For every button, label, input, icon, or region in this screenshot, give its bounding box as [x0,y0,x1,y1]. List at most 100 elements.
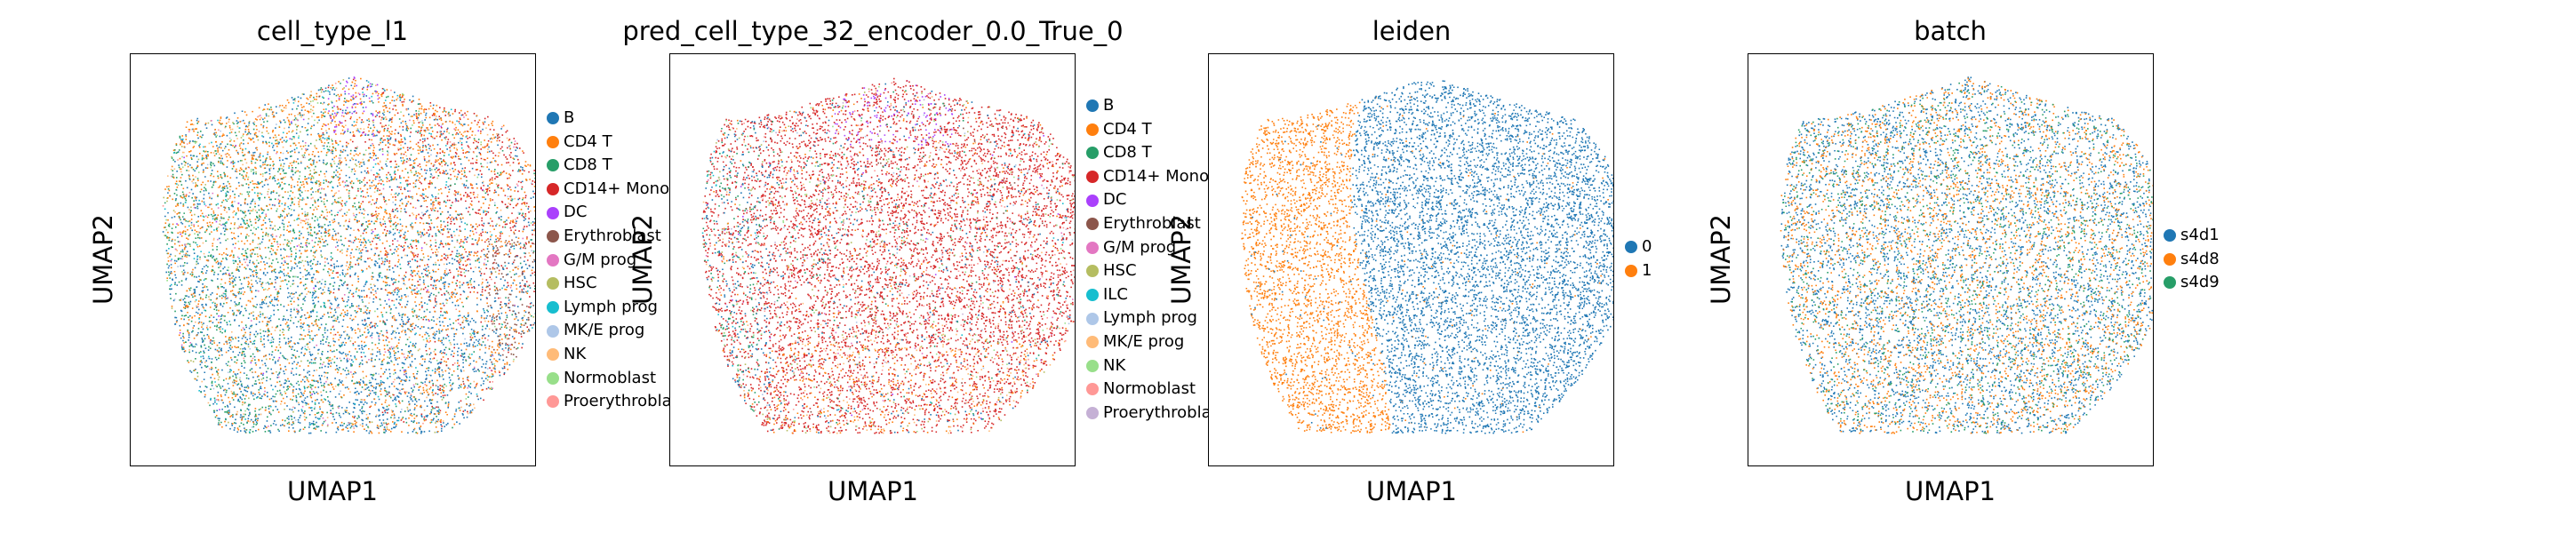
legend-label: NK [564,344,587,363]
legend-label: B [1103,96,1115,115]
legend-item: B [1086,94,1226,118]
legend-marker-icon [1086,218,1099,231]
legend-marker-icon [1086,383,1099,396]
legend-label: NK [1103,355,1126,375]
legend-marker-icon [2164,229,2176,243]
legend-item: ILC [1086,283,1226,307]
legend-label: Normoblast [1103,379,1196,399]
plot-title: pred_cell_type_32_encoder_0.0_True_0 [622,16,1124,46]
scatter-series [702,83,1071,434]
scatter-series [162,83,524,429]
legend-label: s4d9 [2180,273,2220,292]
legend-marker-icon [1086,407,1099,420]
legend-marker-icon [1086,336,1099,349]
legend-item: CD14+ Mono [547,178,686,202]
legend-label: HSC [1103,261,1137,281]
legend-item: 1 [1625,259,1652,283]
legend-item: Lymph prog [547,296,686,320]
legend-item: CD8 T [547,154,686,178]
scatter-series [164,81,535,434]
legend-item: HSC [1086,259,1226,283]
legend-item: Erythroblast [1086,212,1226,236]
legend-item: G/M prog [547,249,686,273]
x-axis-label: UMAP1 [286,476,379,506]
legend-marker-icon [547,206,559,219]
legend-marker-icon [2164,276,2176,290]
legend-label: MK/E prog [1103,331,1185,351]
legend-marker-icon [547,183,559,196]
legend-marker-icon [1086,123,1099,136]
legend-item: CD4 T [547,131,686,155]
legend-item: MK/E prog [547,319,686,343]
legend-label: B [564,108,575,127]
legend-label: s4d8 [2180,249,2220,268]
legend-item: HSC [547,272,686,296]
legend-item: CD4 T [1086,118,1226,142]
legend-item: Normoblast [1086,378,1226,402]
scatter-points [162,83,524,429]
legend-marker-icon [547,301,559,314]
scatter-series [164,77,535,434]
scatter-series [162,77,535,434]
legend-marker-icon [1086,289,1099,302]
legend-marker-icon [1086,171,1099,184]
legend-label: Erythroblast [1103,213,1201,233]
plot-title: leiden [1372,16,1452,46]
legend-marker-icon [2164,252,2176,266]
legend-label: Erythroblast [564,226,661,245]
scatter-series [709,82,1075,429]
legend: s4d1 s4d8 s4d9 [2164,224,2220,295]
legend-marker-icon [547,253,559,266]
scatter-series [1782,82,2153,434]
legend-label: CD8 T [1103,143,1152,163]
legend-label: CD14+ Mono [1103,166,1210,186]
legend-label: G/M prog [1103,237,1177,257]
legend-marker-icon [1086,147,1099,160]
legend-label: MK/E prog [564,321,645,340]
legend-item: NK [547,343,686,367]
scatter-canvas [1241,80,1613,434]
legend-marker-icon [1086,99,1099,113]
scatter-points [701,77,1075,434]
scatter-points [164,81,535,434]
legend-item: G/M prog [1086,236,1226,260]
legend-label: Proerythroblast [564,392,687,411]
y-axis-label: UMAP2 [628,213,658,306]
scatter-canvas [1780,76,2153,434]
legend-item: MK/E prog [1086,330,1226,354]
legend-marker-icon [1086,241,1099,254]
scatter-series [163,79,535,434]
y-axis-label: UMAP2 [88,213,118,306]
legend-label: Normoblast [564,368,657,387]
legend-marker-icon [547,371,559,385]
scatter-series [707,80,1060,419]
x-axis-label: UMAP1 [1904,476,1996,506]
legend-marker-icon [1625,241,1637,254]
scatter-points [702,83,1071,434]
legend-label: 1 [1642,260,1652,280]
legend-marker-icon [547,395,559,409]
y-axis-label: UMAP2 [1706,213,1736,306]
scatter-points [707,80,1060,419]
plot-area [1208,53,1614,466]
y-axis-label: UMAP2 [1166,213,1196,306]
scatter-points [1250,80,1613,434]
legend-marker-icon [1086,194,1099,207]
scatter-series [1780,76,2153,434]
legend-label: Lymph prog [1103,308,1197,328]
legend-item: s4d8 [2164,248,2220,272]
legend-label: 0 [1642,237,1652,256]
plot-area [1748,53,2154,466]
legend-item: Lymph prog [1086,306,1226,330]
x-axis-label: UMAP1 [1365,476,1458,506]
legend-item: B [547,107,686,131]
legend-item: s4d1 [2164,224,2220,248]
legend-label: CD14+ Mono [564,179,670,198]
plot-title: cell_type_l1 [256,16,409,46]
legend-label: s4d1 [2180,226,2220,244]
legend: B CD4 T CD8 T CD14+ Mono DC Erythroblast G/M p… [1086,94,1226,425]
legend-marker-icon [547,348,559,362]
legend-marker-icon [1086,359,1099,372]
legend-marker-icon [547,159,559,172]
